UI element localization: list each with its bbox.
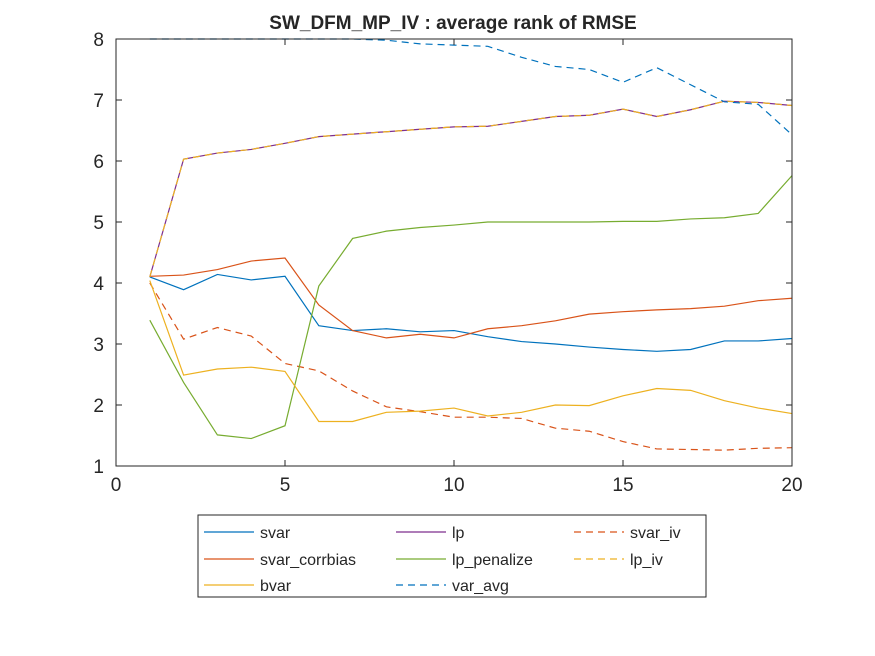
legend-label-bvar: bvar: [260, 578, 292, 595]
series-line-bvar: [149, 280, 793, 423]
legend-label-svar-iv: svar_iv: [630, 525, 681, 542]
legend-box: [197, 514, 707, 598]
legend-label-lp-penalize: lp_penalize: [452, 552, 533, 569]
x-tick-label: 15: [612, 475, 633, 496]
y-tick-label: 2: [93, 396, 104, 417]
legend-label-svar: svar: [260, 525, 291, 542]
series-line-svar-iv: [149, 282, 793, 451]
x-tick-label: 0: [111, 475, 122, 496]
y-tick-label: 4: [93, 274, 104, 295]
series-line-lp-penalize: [149, 175, 793, 440]
legend-label-lp: lp: [452, 525, 465, 542]
legend-label-var-avg: var_avg: [452, 578, 509, 595]
x-tick-label: 5: [280, 475, 291, 496]
series-line-svar-corrbias: [149, 257, 793, 339]
y-tick-label: 7: [93, 91, 104, 112]
series-line-lp-iv: [149, 100, 793, 278]
y-tick-label: 3: [93, 335, 104, 356]
y-tick-label: 5: [93, 213, 104, 234]
legend-label-svar-corrbias: svar_corrbias: [260, 552, 356, 569]
y-tick-label: 8: [93, 30, 104, 51]
chart-title: SW_DFM_MP_IV : average rank of RMSE: [269, 13, 636, 34]
legend-label-lp-iv: lp_iv: [630, 552, 663, 569]
plot-series-group: [149, 38, 793, 451]
y-tick-label: 6: [93, 152, 104, 173]
x-tick-label: 20: [781, 475, 802, 496]
y-tick-label: 1: [93, 457, 104, 478]
x-tick-label: 10: [443, 475, 464, 496]
axis-ticks-group: 0 5 10 15 20 1 2 3 4 5 6 7 8: [93, 30, 802, 496]
